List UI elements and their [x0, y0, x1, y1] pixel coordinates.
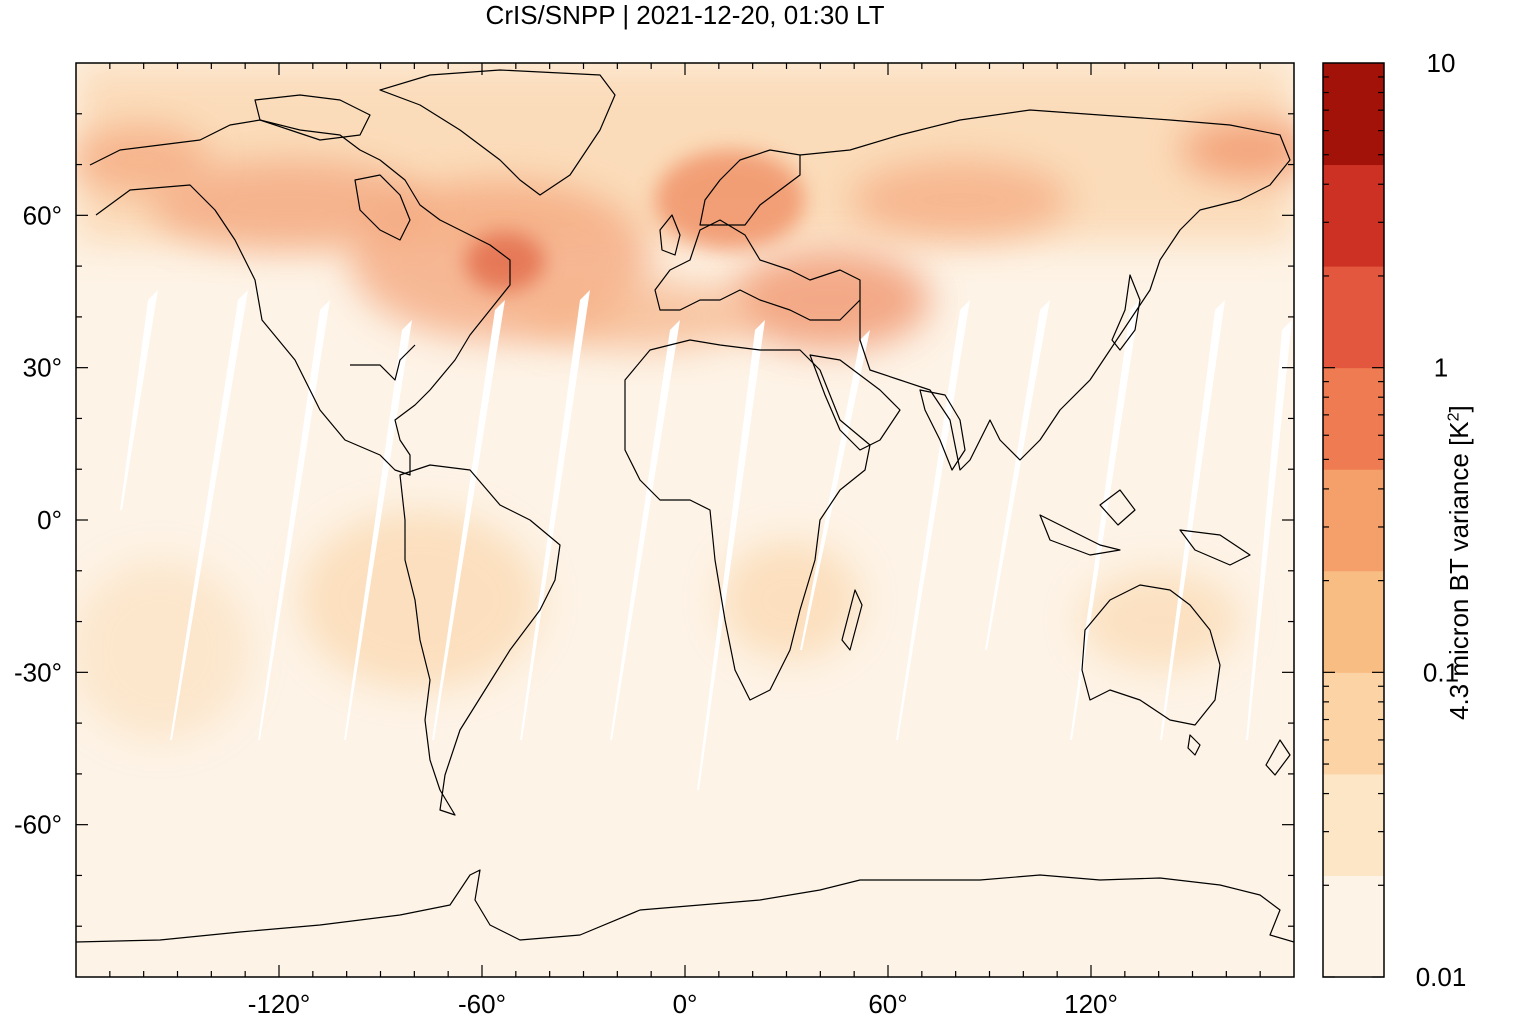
coastline-borneo [1099, 489, 1136, 526]
colorbar-tick-label: 0.1 [1423, 657, 1459, 687]
variance-field [76, 63, 1294, 740]
variance-patch-siberia [850, 160, 1070, 240]
coastline-antarctica [76, 869, 1294, 943]
colorbar-frame [1322, 62, 1385, 978]
coastline-new-guinea [1179, 529, 1251, 566]
y-tick-label: 60° [23, 200, 62, 230]
orbit-gap [1070, 300, 1140, 740]
variance-patch-atlantic [520, 280, 760, 350]
map-title: CrIS/SNPP | 2021-12-20, 01:30 LT [485, 0, 885, 30]
coastline-tasmania [1187, 734, 1201, 756]
coastlines [76, 69, 1294, 943]
coastline-greenland [379, 69, 616, 196]
colorbar-tick-labels: 10 1 0.1 0.01 [1416, 48, 1467, 992]
orbit-gap [170, 290, 248, 740]
coastline-gulf [350, 344, 416, 381]
y-tick-label: -30° [14, 657, 62, 687]
variance-patch-chukotka [1180, 120, 1294, 180]
coastline-hudson-bay [354, 174, 411, 241]
coastline-british-isles [659, 214, 681, 256]
orbit-gap [800, 330, 870, 650]
x-tick-label: -60° [458, 989, 506, 1019]
variance-patch-west-canada [150, 160, 430, 250]
orbit-gap [432, 300, 505, 740]
variance-patch-scandinavia [655, 150, 805, 250]
variance-patch-southern-africa [720, 540, 860, 660]
x-tick-label: 120° [1064, 989, 1118, 1019]
orbit-gap [896, 300, 970, 740]
colorbar-title-main: 4.3 micron BT variance [K [1444, 421, 1474, 720]
coastline-madagascar [841, 589, 863, 651]
coastline-arctic-islands [254, 94, 371, 141]
orbit-gap [1246, 320, 1292, 740]
colorbar-swatch [1323, 773, 1384, 876]
orbit-gap [697, 320, 765, 790]
map-plot-area [76, 63, 1294, 977]
coastline-japan [1111, 274, 1141, 351]
coastline-south-america [399, 464, 561, 816]
orbit-gaps [120, 290, 1292, 790]
colorbar-tick-label: 10 [1427, 48, 1456, 78]
colorbar-swatch [1323, 672, 1384, 775]
colorbar-swatch [1323, 164, 1384, 267]
colorbar-tick-label: 0.01 [1416, 962, 1467, 992]
coastline-africa [624, 339, 871, 701]
colorbar-swatch [1323, 367, 1384, 470]
x-tick-label: -120° [248, 989, 310, 1019]
orbit-gap [610, 320, 680, 740]
colorbar-title-end: ] [1444, 405, 1474, 413]
map-tick-marks [76, 63, 1294, 977]
variance-patch-newfoundland [465, 232, 545, 292]
map-tick-labels: -120° -60° 0° 60° 120° 60° 30° 0° -30° -60° [14, 200, 1118, 1019]
y-tick-label: -60° [14, 810, 62, 840]
coastline-australia [1081, 584, 1221, 726]
orbit-gap [344, 320, 412, 740]
coastline-indonesia [1039, 514, 1121, 556]
colorbar-swatch [1323, 63, 1384, 166]
coastline-asia [799, 109, 1291, 471]
orbit-gap [120, 290, 158, 510]
colorbar-swatch [1323, 469, 1384, 572]
colorbar-swatch [1323, 875, 1384, 978]
variance-patch-australia [1080, 570, 1240, 670]
x-tick-label: 60° [868, 989, 907, 1019]
coastline-new-zealand [1265, 739, 1291, 776]
variance-patch-south-pacific [76, 560, 250, 740]
x-tick-label: 0° [673, 989, 698, 1019]
orbit-gap [985, 300, 1050, 650]
colorbar-title-sup: 2 [1445, 412, 1463, 422]
orbit-gap [258, 300, 330, 740]
colorbar-swatch [1323, 266, 1384, 369]
colorbar-swatch [1323, 570, 1384, 673]
orbit-gap [520, 290, 590, 740]
colorbar [1323, 63, 1384, 978]
y-tick-label: 30° [23, 353, 62, 383]
coastline-india [919, 389, 966, 471]
colorbar-tick-marks [1323, 76, 1384, 978]
colorbar-tick-label: 1 [1434, 353, 1448, 383]
coastline-north-america [89, 119, 511, 476]
variance-patch-south-america [300, 510, 540, 690]
variance-patch-black-sea [730, 250, 930, 350]
coastline-arabia [809, 354, 901, 451]
y-tick-label: 0° [37, 505, 62, 535]
orbit-gap [1160, 300, 1225, 740]
